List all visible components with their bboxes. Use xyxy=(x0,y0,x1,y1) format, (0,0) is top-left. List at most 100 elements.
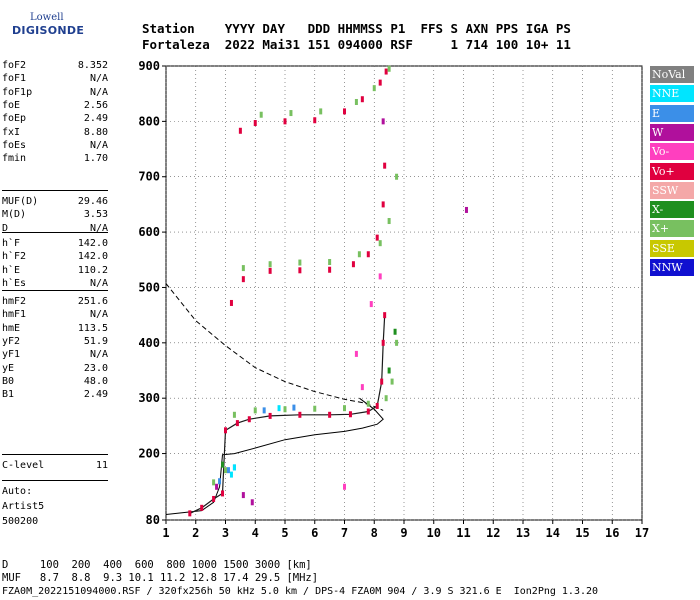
param-row: hmF1 N/A xyxy=(2,309,108,322)
param-value: 8.80 xyxy=(83,126,108,138)
param-value: 23.0 xyxy=(83,362,108,374)
distance-row: D 100 200 400 600 800 1000 1500 3000 [km… xyxy=(2,559,312,571)
param-value: 1.70 xyxy=(83,153,108,165)
echo-point xyxy=(253,407,257,414)
echo-point xyxy=(378,240,382,247)
echo-point xyxy=(226,467,230,474)
echo-point xyxy=(381,339,385,346)
param-value: N/A xyxy=(89,349,108,361)
echo-point xyxy=(354,98,358,105)
param-row: foEs N/A xyxy=(2,140,108,153)
header-row-2: Fortaleza 2022 Mai31 151 094000 RSF 1 71… xyxy=(142,37,571,52)
echo-point xyxy=(224,467,227,474)
echo-point xyxy=(298,267,302,274)
separator-line xyxy=(2,190,108,191)
echo-point xyxy=(366,408,370,415)
y-tick-label: 900 xyxy=(138,59,160,73)
param-value: 142.0 xyxy=(77,238,108,249)
param-row: h`F2 142.0 xyxy=(2,251,108,264)
param-value: 113.5 xyxy=(77,322,108,334)
x-tick-label: 12 xyxy=(486,526,500,540)
separator-line xyxy=(2,480,108,481)
param-row: yF2 51.9 xyxy=(2,336,108,349)
legend-item: SSW xyxy=(650,181,694,199)
echo-point xyxy=(383,312,387,319)
x-tick-label: 14 xyxy=(546,526,560,540)
echo-point xyxy=(366,251,370,258)
param-row: h`E 110.2 xyxy=(2,265,108,278)
separator-line xyxy=(2,232,108,233)
echo-point xyxy=(221,461,225,468)
logo-lowell: Lowell xyxy=(30,12,64,23)
echo-point xyxy=(298,411,302,418)
echo-point xyxy=(372,85,376,92)
y-tick-label: 700 xyxy=(138,170,160,184)
logo-digisonde: DIGISONDE xyxy=(12,24,85,37)
param-value: 3.53 xyxy=(83,209,108,221)
param-label: h`F2 xyxy=(2,251,27,263)
param-row: hmE 113.5 xyxy=(2,323,108,336)
param-label: hmE xyxy=(2,322,21,334)
param-label: C-level xyxy=(2,460,45,471)
echo-point xyxy=(188,510,192,517)
echo-point xyxy=(253,120,257,127)
auto-scaling-text: Artist5 xyxy=(2,501,45,512)
x-tick-label: 9 xyxy=(400,526,407,540)
legend-item: Vo+ xyxy=(650,162,694,180)
echo-point xyxy=(328,266,332,273)
param-row: B0 48.0 xyxy=(2,376,108,389)
echo-point xyxy=(215,483,219,490)
param-label: yF1 xyxy=(2,349,21,361)
x-tick-label: 11 xyxy=(456,526,470,540)
legend-item: NNE xyxy=(650,85,694,103)
echo-point xyxy=(250,499,254,506)
ionogram-chart: 1 2 3 4 5 6 7 8 9 10 11 12 13 14 15 16 17802003004005006… xyxy=(138,59,649,540)
x-tick-label: 16 xyxy=(605,526,619,540)
param-row: yF1 N/A xyxy=(2,349,108,362)
echo-point xyxy=(351,261,355,268)
echo-point xyxy=(343,483,346,490)
echo-point xyxy=(200,504,204,511)
param-label: fxI xyxy=(2,126,21,138)
legend-item: W xyxy=(650,123,694,141)
file-info-row: FZA0M_2022151094000.RSF / 320fx256h 50 k… xyxy=(2,586,599,597)
echo-point xyxy=(238,127,242,134)
echo-point xyxy=(235,420,239,427)
y-tick-label: 80 xyxy=(146,513,160,527)
param-label: D xyxy=(2,222,9,234)
echo-point xyxy=(381,201,385,208)
echo-point xyxy=(395,173,399,180)
param-label: foF1 xyxy=(2,73,27,85)
echo-point xyxy=(289,110,293,117)
param-label: fmin xyxy=(2,153,27,165)
param-value: 251.6 xyxy=(77,296,108,307)
y-tick-label: 200 xyxy=(138,447,160,461)
echo-point xyxy=(366,400,370,407)
param-label: yF2 xyxy=(2,335,21,347)
param-value: N/A xyxy=(89,277,108,289)
param-label: yE xyxy=(2,362,15,374)
param-value: N/A xyxy=(89,73,108,85)
echo-point xyxy=(343,108,346,115)
param-row: foF2 8.352 xyxy=(2,60,108,73)
param-label: B1 xyxy=(2,389,15,401)
param-label: foEs xyxy=(2,139,27,151)
param-label: foE xyxy=(2,99,21,111)
echo-point xyxy=(360,384,364,391)
echo-point xyxy=(283,406,287,413)
param-row: D N/A xyxy=(2,223,108,236)
echo-point xyxy=(283,118,287,125)
echo-point xyxy=(268,267,272,274)
param-label: hmF2 xyxy=(2,296,27,307)
param-label: hmF1 xyxy=(2,309,27,321)
param-row: foF1p N/A xyxy=(2,87,108,100)
echo-point xyxy=(380,378,384,385)
echo-point xyxy=(378,79,382,86)
y-tick-label: 300 xyxy=(138,391,160,405)
param-value: 2.49 xyxy=(83,389,108,401)
muf-row: MUF 8.7 8.8 9.3 10.1 11.2 12.8 17.4 29.5… xyxy=(2,572,319,584)
header-row-1: Station YYYY DAY DDD HHMMSS P1 FFS S AXN… xyxy=(142,21,571,36)
legend-item: E xyxy=(650,104,694,122)
y-tick-label: 400 xyxy=(138,336,160,350)
param-row: MUF(D) 29.46 xyxy=(2,196,108,209)
